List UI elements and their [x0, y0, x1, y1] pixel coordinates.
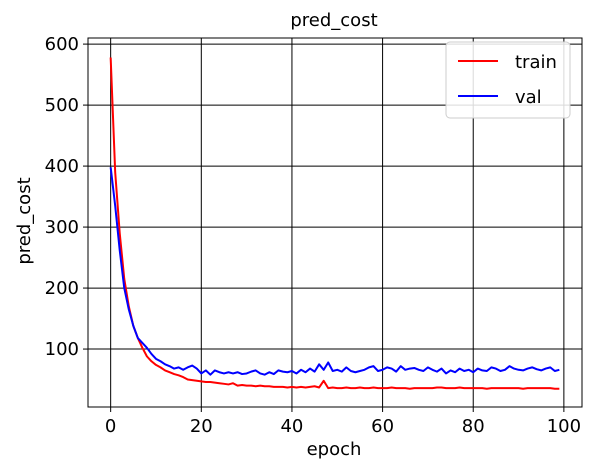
series-layer: [109, 57, 560, 390]
legend-label-train: train: [515, 52, 557, 73]
x-tick-label: 100: [547, 416, 581, 437]
legend-label-val: val: [515, 87, 542, 108]
y-tick-label: 300: [45, 217, 79, 238]
x-tick-label: 80: [462, 416, 485, 437]
x-tick-label: 20: [190, 416, 213, 437]
series-line-val: [109, 167, 560, 376]
y-tick-label: 100: [45, 339, 79, 360]
chart-title: pred_cost: [290, 10, 377, 31]
x-tick-label: 60: [371, 416, 394, 437]
x-tick-label: 40: [280, 416, 303, 437]
y-tick-label: 600: [45, 34, 79, 55]
x-tick-label: 0: [105, 416, 116, 437]
series-line-train: [109, 57, 560, 390]
legend: train val: [445, 41, 571, 119]
x-axis-title: epoch: [307, 439, 362, 460]
y-axis-ticks: 100 200 300 400 500 600: [45, 34, 88, 360]
y-axis-title: pred_cost: [14, 177, 35, 264]
plot-frame: [87, 37, 583, 408]
x-axis-ticks: 0 20 40 60 80 100: [105, 407, 581, 437]
y-tick-label: 400: [45, 156, 79, 177]
y-tick-label: 200: [45, 278, 79, 299]
y-tick-label: 500: [45, 95, 79, 116]
